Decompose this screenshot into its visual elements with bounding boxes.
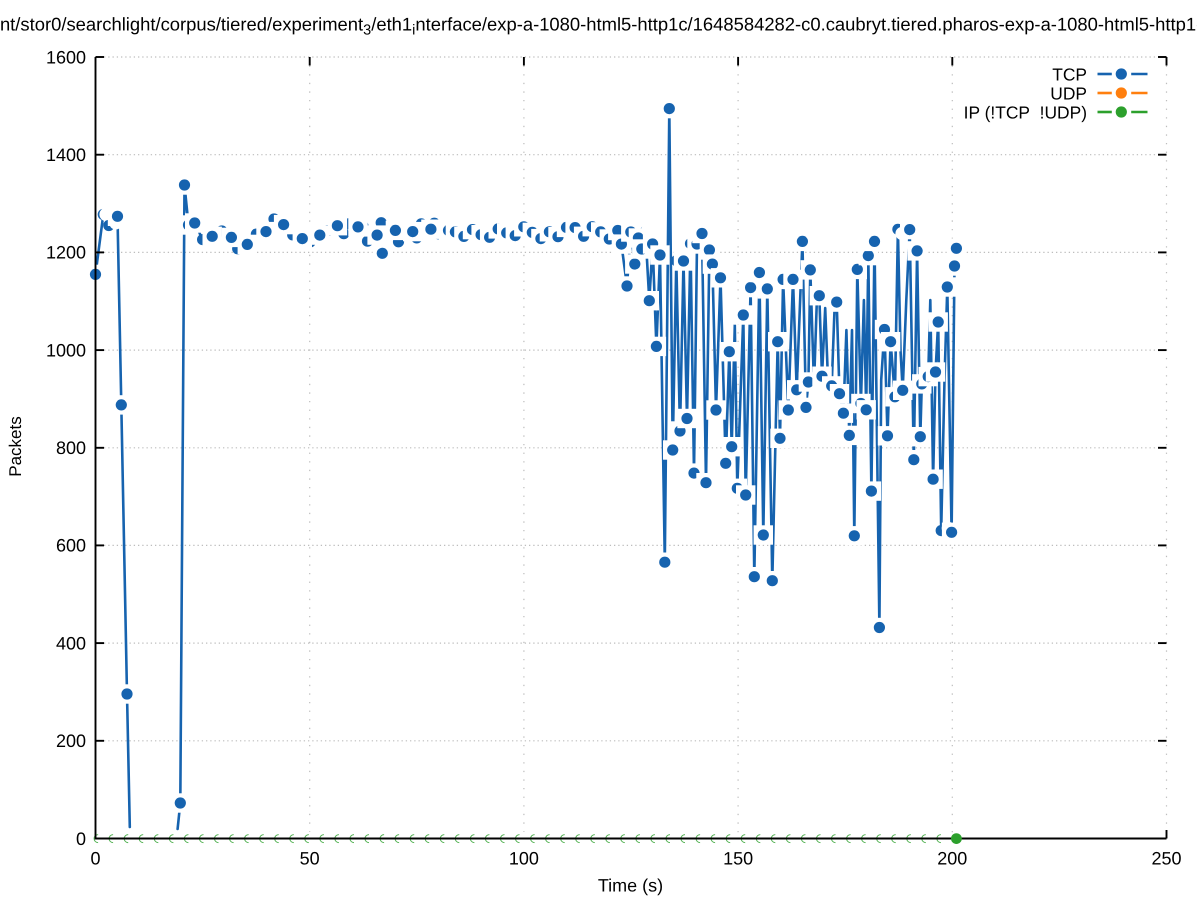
- svg-text:600: 600: [56, 536, 86, 556]
- svg-text:400: 400: [56, 633, 86, 653]
- svg-text:150: 150: [723, 849, 753, 869]
- svg-text:1000: 1000: [46, 340, 86, 360]
- svg-text:IP (!TCP !UDP): IP (!TCP !UDP): [964, 102, 1087, 122]
- svg-text:50: 50: [300, 849, 320, 869]
- svg-text:1600: 1600: [46, 47, 86, 67]
- svg-text:Time (s): Time (s): [598, 876, 663, 896]
- svg-text:200: 200: [56, 731, 86, 751]
- svg-text:UDP: UDP: [1050, 83, 1087, 103]
- svg-text:TCP: TCP: [1052, 64, 1087, 84]
- svg-text:0: 0: [90, 849, 100, 869]
- svg-text:800: 800: [56, 438, 86, 458]
- svg-text:1400: 1400: [46, 145, 86, 165]
- svg-text:/mnt/stor0/searchlight/corpus/: /mnt/stor0/searchlight/corpus/tiered/exp…: [0, 14, 1197, 39]
- svg-text:1200: 1200: [46, 243, 86, 263]
- svg-text:250: 250: [1151, 849, 1181, 869]
- svg-text:100: 100: [509, 849, 539, 869]
- svg-text:200: 200: [937, 849, 967, 869]
- svg-text:0: 0: [76, 829, 86, 849]
- svg-text:Packets: Packets: [6, 416, 25, 476]
